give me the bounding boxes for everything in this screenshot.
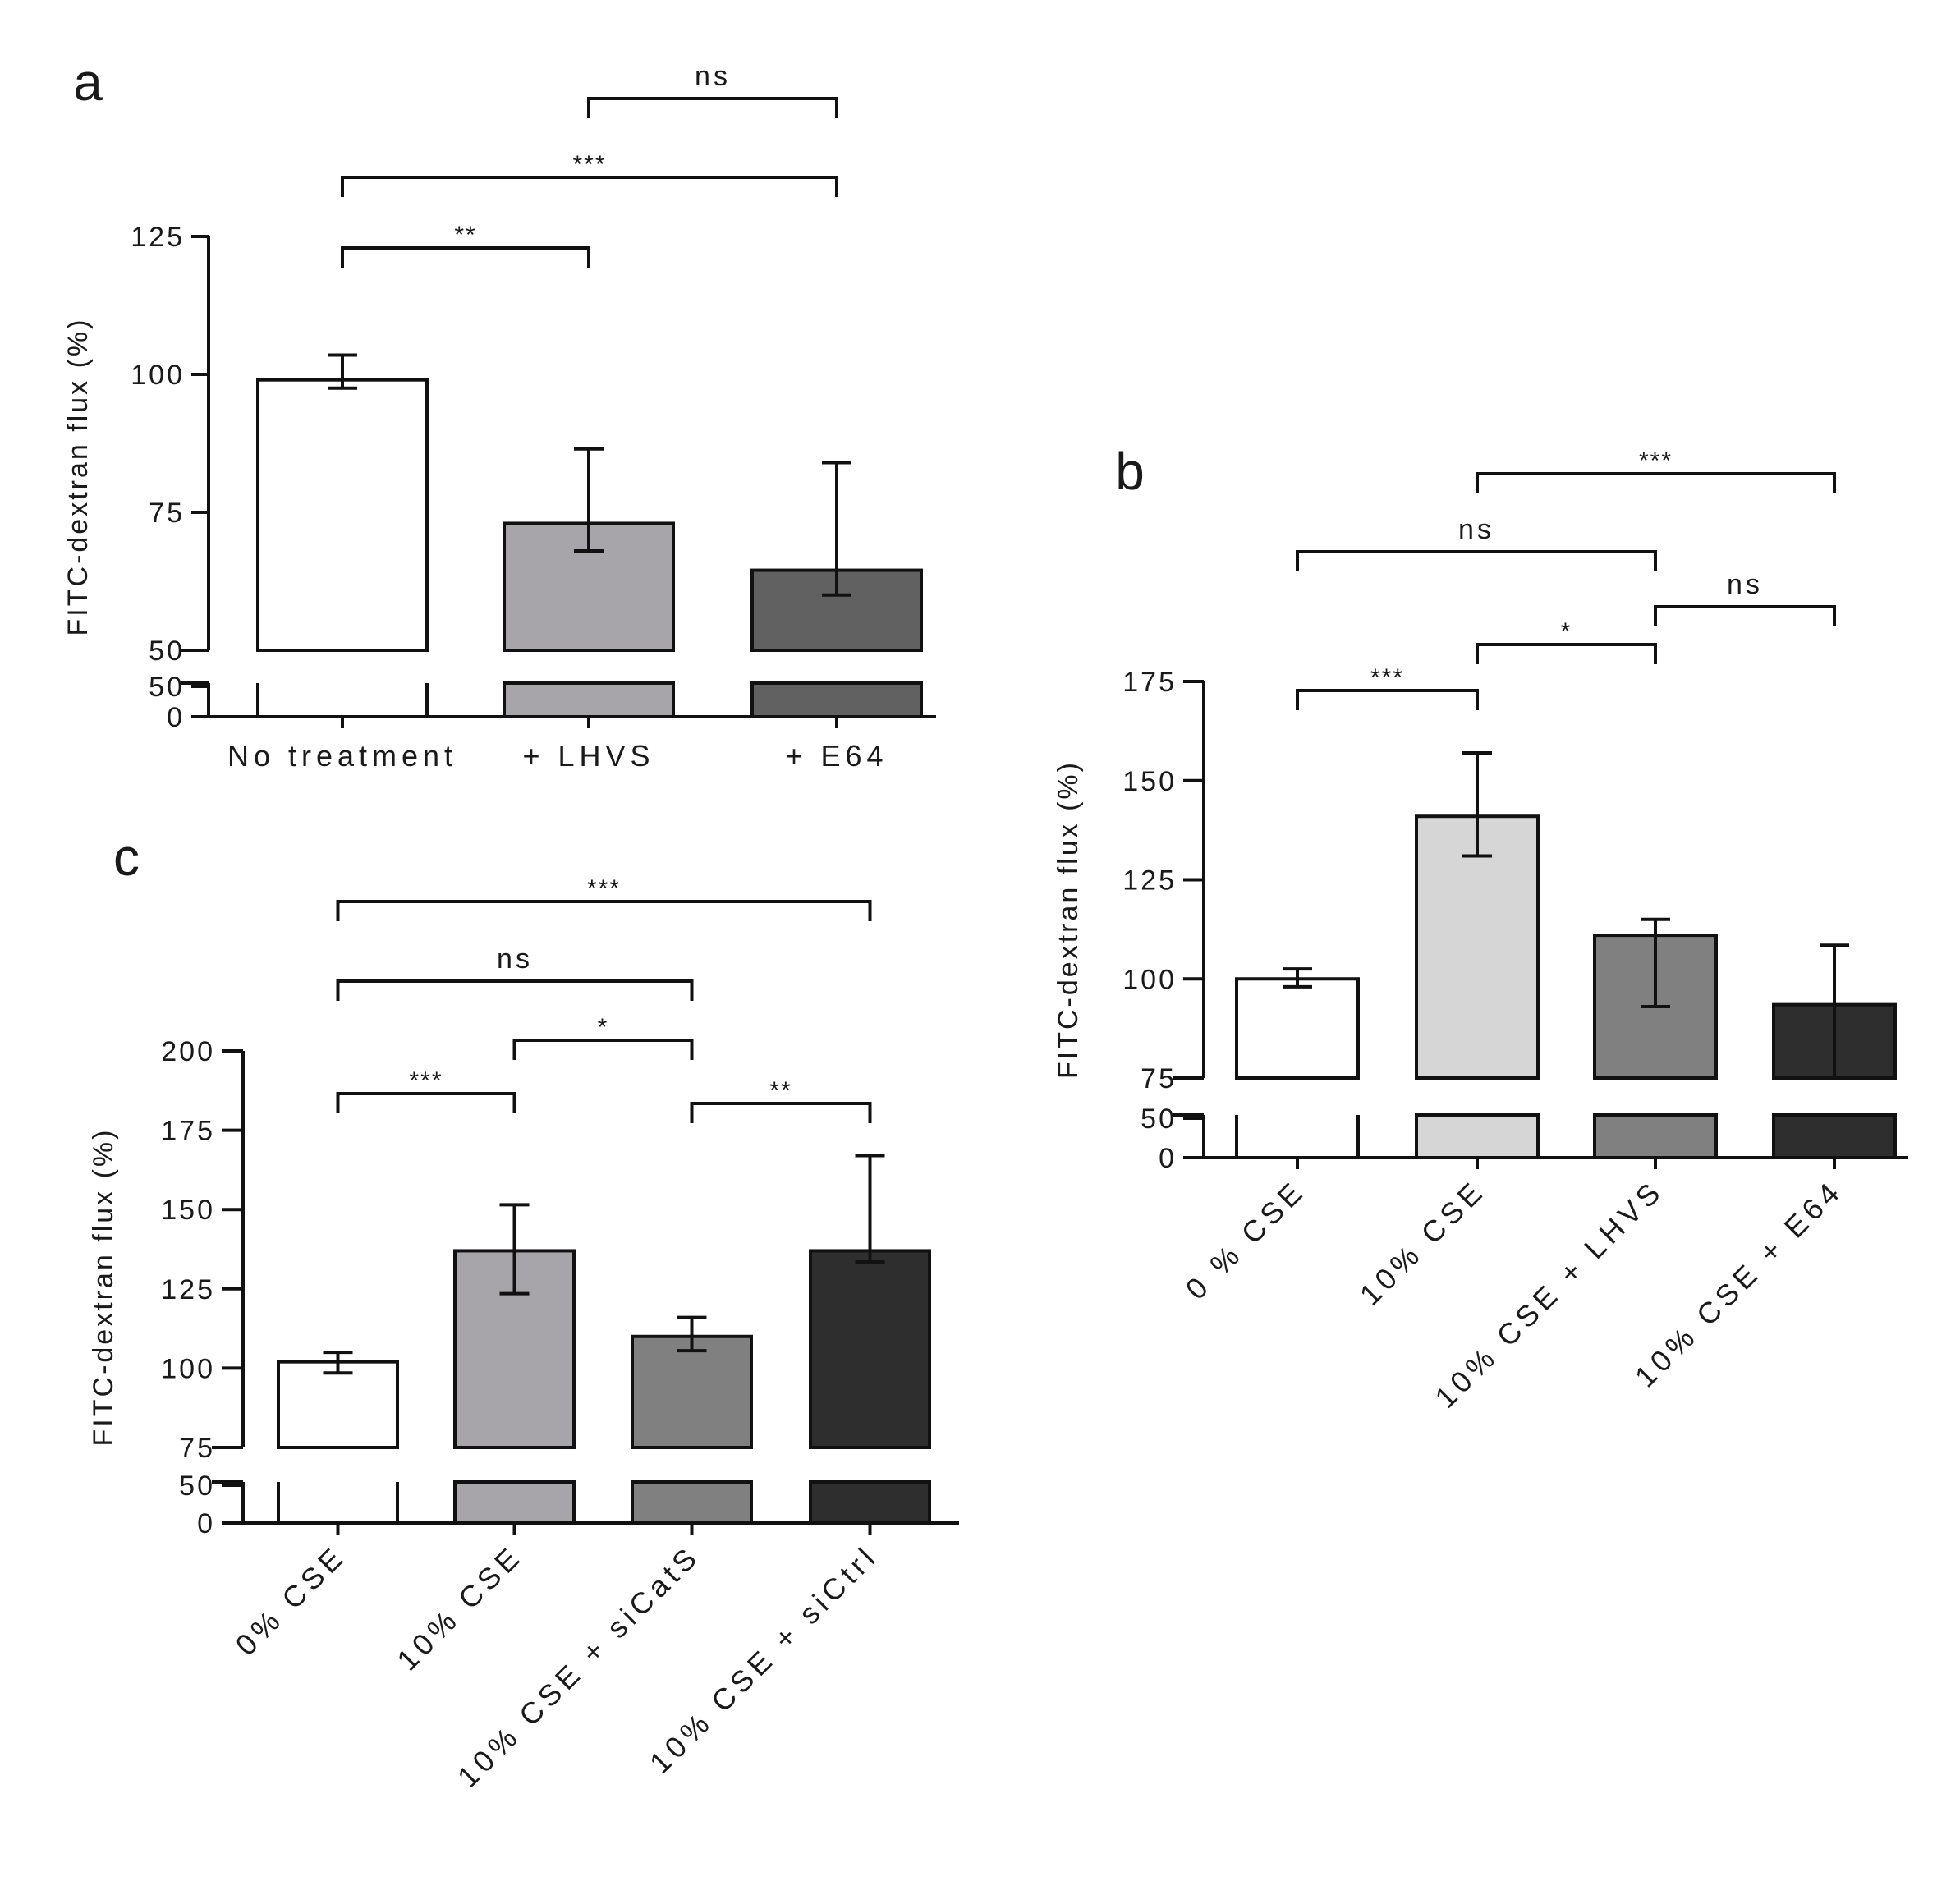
panel-a-y-tick-lower-label-0: 50: [149, 672, 185, 703]
panel-b-significance-label-2: ns: [1727, 569, 1763, 600]
panel-b-significance-label-0: ***: [1370, 664, 1404, 691]
panel-a-ylabel: FITC-dextran flux (%): [62, 318, 94, 636]
panel-b-y-tick-label-1: 150: [1122, 766, 1177, 797]
panel-a-y-tick-label-2: 75: [149, 498, 185, 529]
panel-c-y-tick-label-1: 175: [161, 1116, 215, 1147]
panel-c-significance-bracket-4: [336, 900, 872, 921]
panel-a-bar-1-stub: [503, 681, 675, 718]
panel-c-x-label-0: 0% CSE: [228, 1539, 352, 1663]
panel-c-significance-bracket-1: [512, 1039, 694, 1060]
panel-a-x-label-0: No treatment: [227, 739, 457, 773]
panel-b-x-label-0: 0 % CSE: [1179, 1173, 1312, 1306]
panel-a-significance-bracket-1: [341, 176, 838, 197]
panel-b-significance-bracket-2: [1654, 605, 1836, 626]
panel-c-significance-bracket-0: [336, 1092, 516, 1113]
panel-a-significance-label-2: ns: [695, 61, 731, 92]
panel-c-significance-label-3: ns: [497, 943, 533, 975]
panel-a-significance-bracket-2: [587, 97, 838, 118]
panel-b-x-label-3: 10% CSE + E64: [1628, 1173, 1849, 1394]
panel-c-y-tick-label-5: 75: [179, 1433, 215, 1464]
panel-c-y-tick-lower-label-1: 0: [197, 1508, 215, 1539]
panel-c-bar-3: [809, 1249, 931, 1449]
panel-b-y-tick-label-0: 175: [1122, 667, 1177, 698]
panel-b-y-tick-lower-label-0: 50: [1141, 1103, 1177, 1135]
panel-b-bar-0: [1235, 977, 1360, 1080]
panel-a-significance-bracket-0: [341, 246, 590, 268]
panel-b-significance-bracket-4: [1476, 472, 1836, 493]
panel-c-significance-label-1: *: [598, 1014, 609, 1041]
panel-b-bar-1: [1415, 814, 1540, 1080]
panel-c-ylabel: FITC-dextran flux (%): [88, 1128, 119, 1447]
panel-b-bar-1-stub: [1415, 1113, 1540, 1159]
panel-c-bar-0: [277, 1360, 399, 1449]
panel-a-y-tick-label-1: 100: [131, 360, 185, 391]
panel-c-y-tick-label-2: 150: [161, 1195, 215, 1226]
panel-c-y-tick-label-4: 100: [161, 1353, 215, 1384]
panel-b-significance-label-1: *: [1561, 618, 1572, 645]
panel-c-letter: c: [113, 828, 140, 887]
panel-a-bar-0: [256, 378, 429, 652]
panel-c-bar-2-stub: [631, 1480, 753, 1525]
panel-b-significance-bracket-3: [1296, 550, 1657, 571]
panel-c-y-tick-label-3: 125: [161, 1274, 215, 1305]
panel-a-x-label-1: + LHVS: [522, 739, 654, 773]
panel-a-letter: a: [73, 53, 103, 112]
panel-c-x-label-1: 10% CSE: [390, 1539, 529, 1677]
panel-c-significance-label-4: ***: [587, 875, 621, 902]
panel-b-bar-2-stub: [1593, 1113, 1718, 1159]
panel-a-y-tick-label-0: 125: [131, 222, 185, 253]
panel-b-bar-3-stub: [1772, 1113, 1897, 1159]
panel-c-significance-label-0: ***: [409, 1067, 443, 1094]
panel-b-letter: b: [1115, 442, 1145, 501]
panel-c-significance-bracket-2: [690, 1102, 872, 1123]
panel-a-significance-label-1: ***: [572, 151, 606, 178]
panel-b-y-tick-label-3: 100: [1122, 964, 1177, 995]
panel-b-significance-bracket-0: [1296, 689, 1479, 710]
panel-a-y-tick-label-3: 50: [149, 635, 185, 667]
panel-c-significance-bracket-3: [336, 979, 694, 1001]
panel-b-significance-label-4: ***: [1639, 447, 1673, 475]
panel-c-bar-1-stub: [453, 1480, 576, 1525]
panel-b-y-tick-label-4: 75: [1141, 1063, 1177, 1094]
panel-b-y-tick-label-2: 125: [1122, 865, 1177, 897]
panel-a-y-tick-lower-label-1: 0: [167, 702, 185, 733]
panel-c-bar-3-stub: [809, 1480, 931, 1525]
panel-b-significance-label-3: ns: [1458, 514, 1494, 545]
panel-a-bar-2-stub: [750, 681, 923, 718]
panel-a-x-label-2: + E64: [785, 739, 888, 773]
panel-b-y-tick-lower-label-1: 0: [1159, 1143, 1177, 1174]
panel-b-x-label-1: 10% CSE: [1353, 1173, 1492, 1312]
panel-a-significance-label-0: **: [454, 222, 476, 249]
panel-c-bar-2: [631, 1334, 753, 1450]
panel-b-significance-bracket-1: [1476, 643, 1657, 664]
panel-b-ylabel: FITC-dextran flux (%): [1053, 760, 1084, 1079]
panel-c-significance-label-2: **: [769, 1077, 792, 1104]
panel-c-y-tick-label-0: 200: [161, 1036, 215, 1067]
panel-c-y-tick-lower-label-0: 50: [179, 1470, 215, 1502]
